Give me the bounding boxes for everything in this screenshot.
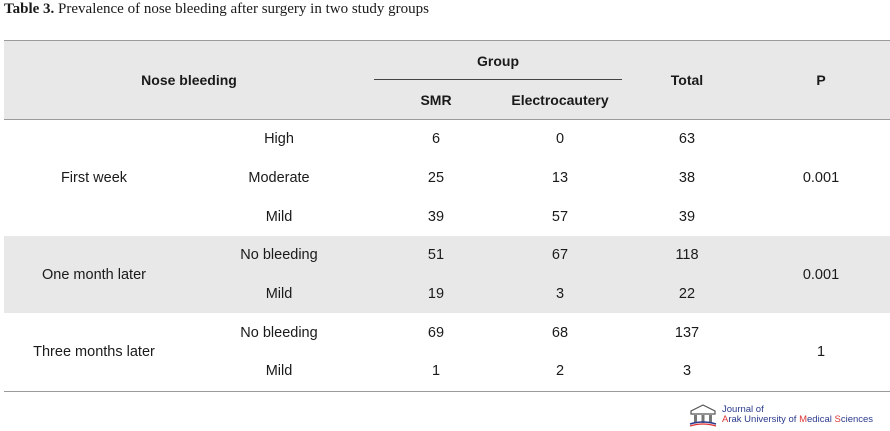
table-caption: Table 3. Prevalence of nose bleeding aft… xyxy=(4,0,429,18)
section-first-week: First week High 6 0 63 0.001 Moderate 25… xyxy=(4,120,890,237)
severity-cell: Mild xyxy=(265,363,293,380)
electrocautery-cell: 68 xyxy=(551,324,569,341)
table-row: First week High 6 0 63 0.001 xyxy=(4,120,890,186)
smr-cell: 69 xyxy=(427,324,445,341)
table-row: One month later No bleeding 51 67 118 0.… xyxy=(4,236,890,314)
table-row: Three months later No bleeding 69 68 137… xyxy=(4,313,890,360)
journal-logo: Journal of Arak University of Medical Sc… xyxy=(688,403,873,427)
severity-cell: No bleeding xyxy=(240,324,318,341)
data-table: Nose bleeding Group Total P SMR Electroc… xyxy=(4,40,890,392)
total-cell: 63 xyxy=(678,131,696,148)
total-cell: 3 xyxy=(682,363,692,380)
caption-text: Prevalence of nose bleeding after surger… xyxy=(54,1,429,17)
header-smr: SMR xyxy=(374,80,498,120)
journal-name-line2: Arak University of Medical Sciences xyxy=(722,415,873,425)
journal-initial-m: M xyxy=(799,414,808,425)
section-three-months-later: Three months later No bleeding 69 68 137… xyxy=(4,313,890,392)
severity-cell: High xyxy=(264,131,294,148)
journal-name: Journal of Arak University of Medical Sc… xyxy=(722,405,873,425)
smr-cell: 25 xyxy=(427,170,445,187)
table-row: Mild 1 2 3 xyxy=(4,352,890,391)
electrocautery-cell: 2 xyxy=(555,363,565,380)
severity-cell: Mild xyxy=(265,208,293,225)
severity-cell: Moderate xyxy=(248,170,310,187)
electrocautery-cell: 0 xyxy=(555,131,565,148)
p-value-cell: 0.001 xyxy=(802,170,840,187)
period-label: Three months later xyxy=(33,344,155,361)
header-group-label: Group xyxy=(477,52,519,69)
journal-text-s: ciences xyxy=(840,414,874,425)
period-label: First week xyxy=(60,170,128,187)
table-row: Mild 39 57 39 xyxy=(4,197,890,236)
total-cell: 38 xyxy=(678,170,696,187)
header-electrocautery: Electrocautery xyxy=(498,80,622,120)
total-cell: 137 xyxy=(674,324,700,341)
severity-cell: No bleeding xyxy=(184,236,374,275)
journal-initial-a: A xyxy=(722,414,729,425)
p-value-cell: 0.001 xyxy=(752,236,890,314)
smr-cell: 1 xyxy=(431,363,441,380)
total-cell: 22 xyxy=(622,274,752,314)
journal-text-m: edical xyxy=(807,414,835,425)
header-total: Total xyxy=(622,40,752,120)
table-row: Moderate 25 13 38 xyxy=(4,159,890,198)
smr-cell: 51 xyxy=(374,236,498,275)
smr-cell: 19 xyxy=(374,274,498,314)
group-underline xyxy=(374,79,622,80)
caption-label: Table 3. xyxy=(4,1,55,17)
total-cell: 39 xyxy=(678,208,696,225)
electrocautery-cell: 57 xyxy=(551,208,569,225)
total-cell: 118 xyxy=(622,236,752,275)
electrocautery-cell: 13 xyxy=(551,170,569,187)
electrocautery-cell: 67 xyxy=(498,236,622,275)
header-p: P xyxy=(752,40,890,120)
journal-text-a: rak University of xyxy=(728,414,800,425)
severity-cell: Mild xyxy=(184,274,374,314)
table-header: Nose bleeding Group Total P SMR Electroc… xyxy=(4,40,890,120)
electrocautery-cell: 3 xyxy=(498,274,622,314)
journal-emblem-icon xyxy=(689,404,717,427)
table-row: Mild 19 3 22 xyxy=(4,274,890,314)
period-label: One month later xyxy=(4,236,184,314)
smr-cell: 39 xyxy=(427,208,445,225)
journal-initial-s: S xyxy=(834,414,841,425)
journal-name-line1: Journal of xyxy=(722,404,764,415)
smr-cell: 6 xyxy=(431,131,441,148)
section-one-month-later: One month later No bleeding 51 67 118 0.… xyxy=(4,236,890,314)
p-value-cell: 1 xyxy=(816,344,826,361)
header-nose-bleeding: Nose bleeding xyxy=(4,40,374,120)
header-group: Group xyxy=(374,40,622,80)
